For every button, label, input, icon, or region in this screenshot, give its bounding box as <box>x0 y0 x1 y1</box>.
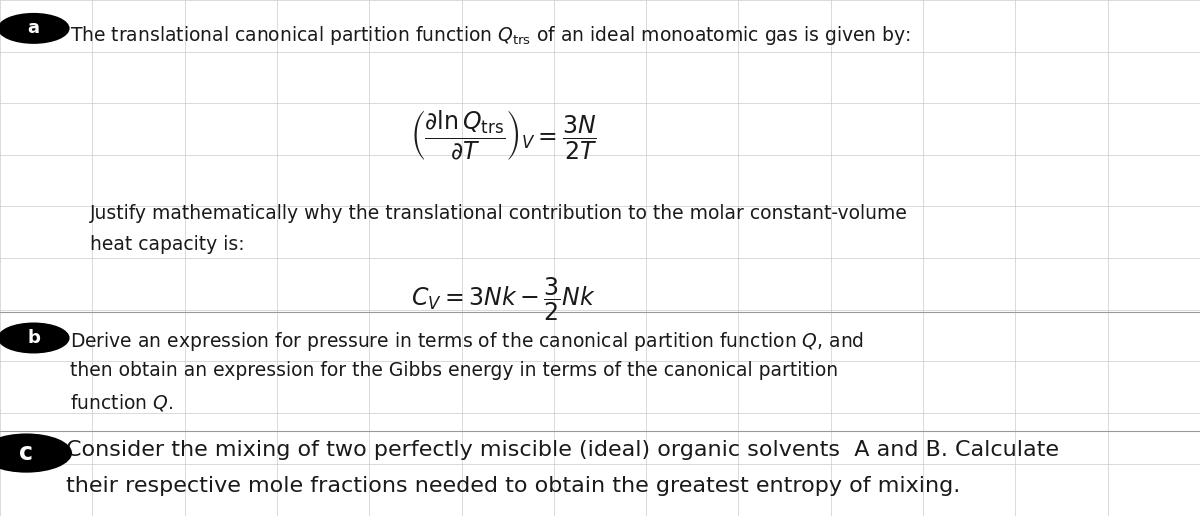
Text: Justify mathematically why the translational contribution to the molar constant-: Justify mathematically why the translati… <box>90 204 908 223</box>
Text: c: c <box>19 441 34 465</box>
Text: their respective mole fractions needed to obtain the greatest entropy of mixing.: their respective mole fractions needed t… <box>66 476 960 496</box>
Text: Consider the mixing of two perfectly miscible (ideal) organic solvents  A and B.: Consider the mixing of two perfectly mis… <box>66 440 1060 460</box>
Text: The translational canonical partition function $Q_{\mathrm{trs}}$ of an ideal mo: The translational canonical partition fu… <box>70 24 911 47</box>
Text: a: a <box>28 20 40 37</box>
Text: heat capacity is:: heat capacity is: <box>90 235 245 254</box>
Text: then obtain an expression for the Gibbs energy in terms of the canonical partiti: then obtain an expression for the Gibbs … <box>70 361 838 380</box>
Circle shape <box>0 322 70 353</box>
Circle shape <box>0 433 72 473</box>
Text: Derive an expression for pressure in terms of the canonical partition function $: Derive an expression for pressure in ter… <box>70 330 864 353</box>
Text: b: b <box>28 329 40 347</box>
Circle shape <box>0 13 70 44</box>
Text: function $Q$.: function $Q$. <box>70 392 173 413</box>
Text: $\left(\dfrac{\partial\ln Q_{\mathrm{trs}}}{\partial T}\right)_{V} = \dfrac{3N}{: $\left(\dfrac{\partial\ln Q_{\mathrm{trs… <box>410 108 598 162</box>
Text: $C_V = 3Nk - \dfrac{3}{2}Nk$: $C_V = 3Nk - \dfrac{3}{2}Nk$ <box>412 276 596 324</box>
